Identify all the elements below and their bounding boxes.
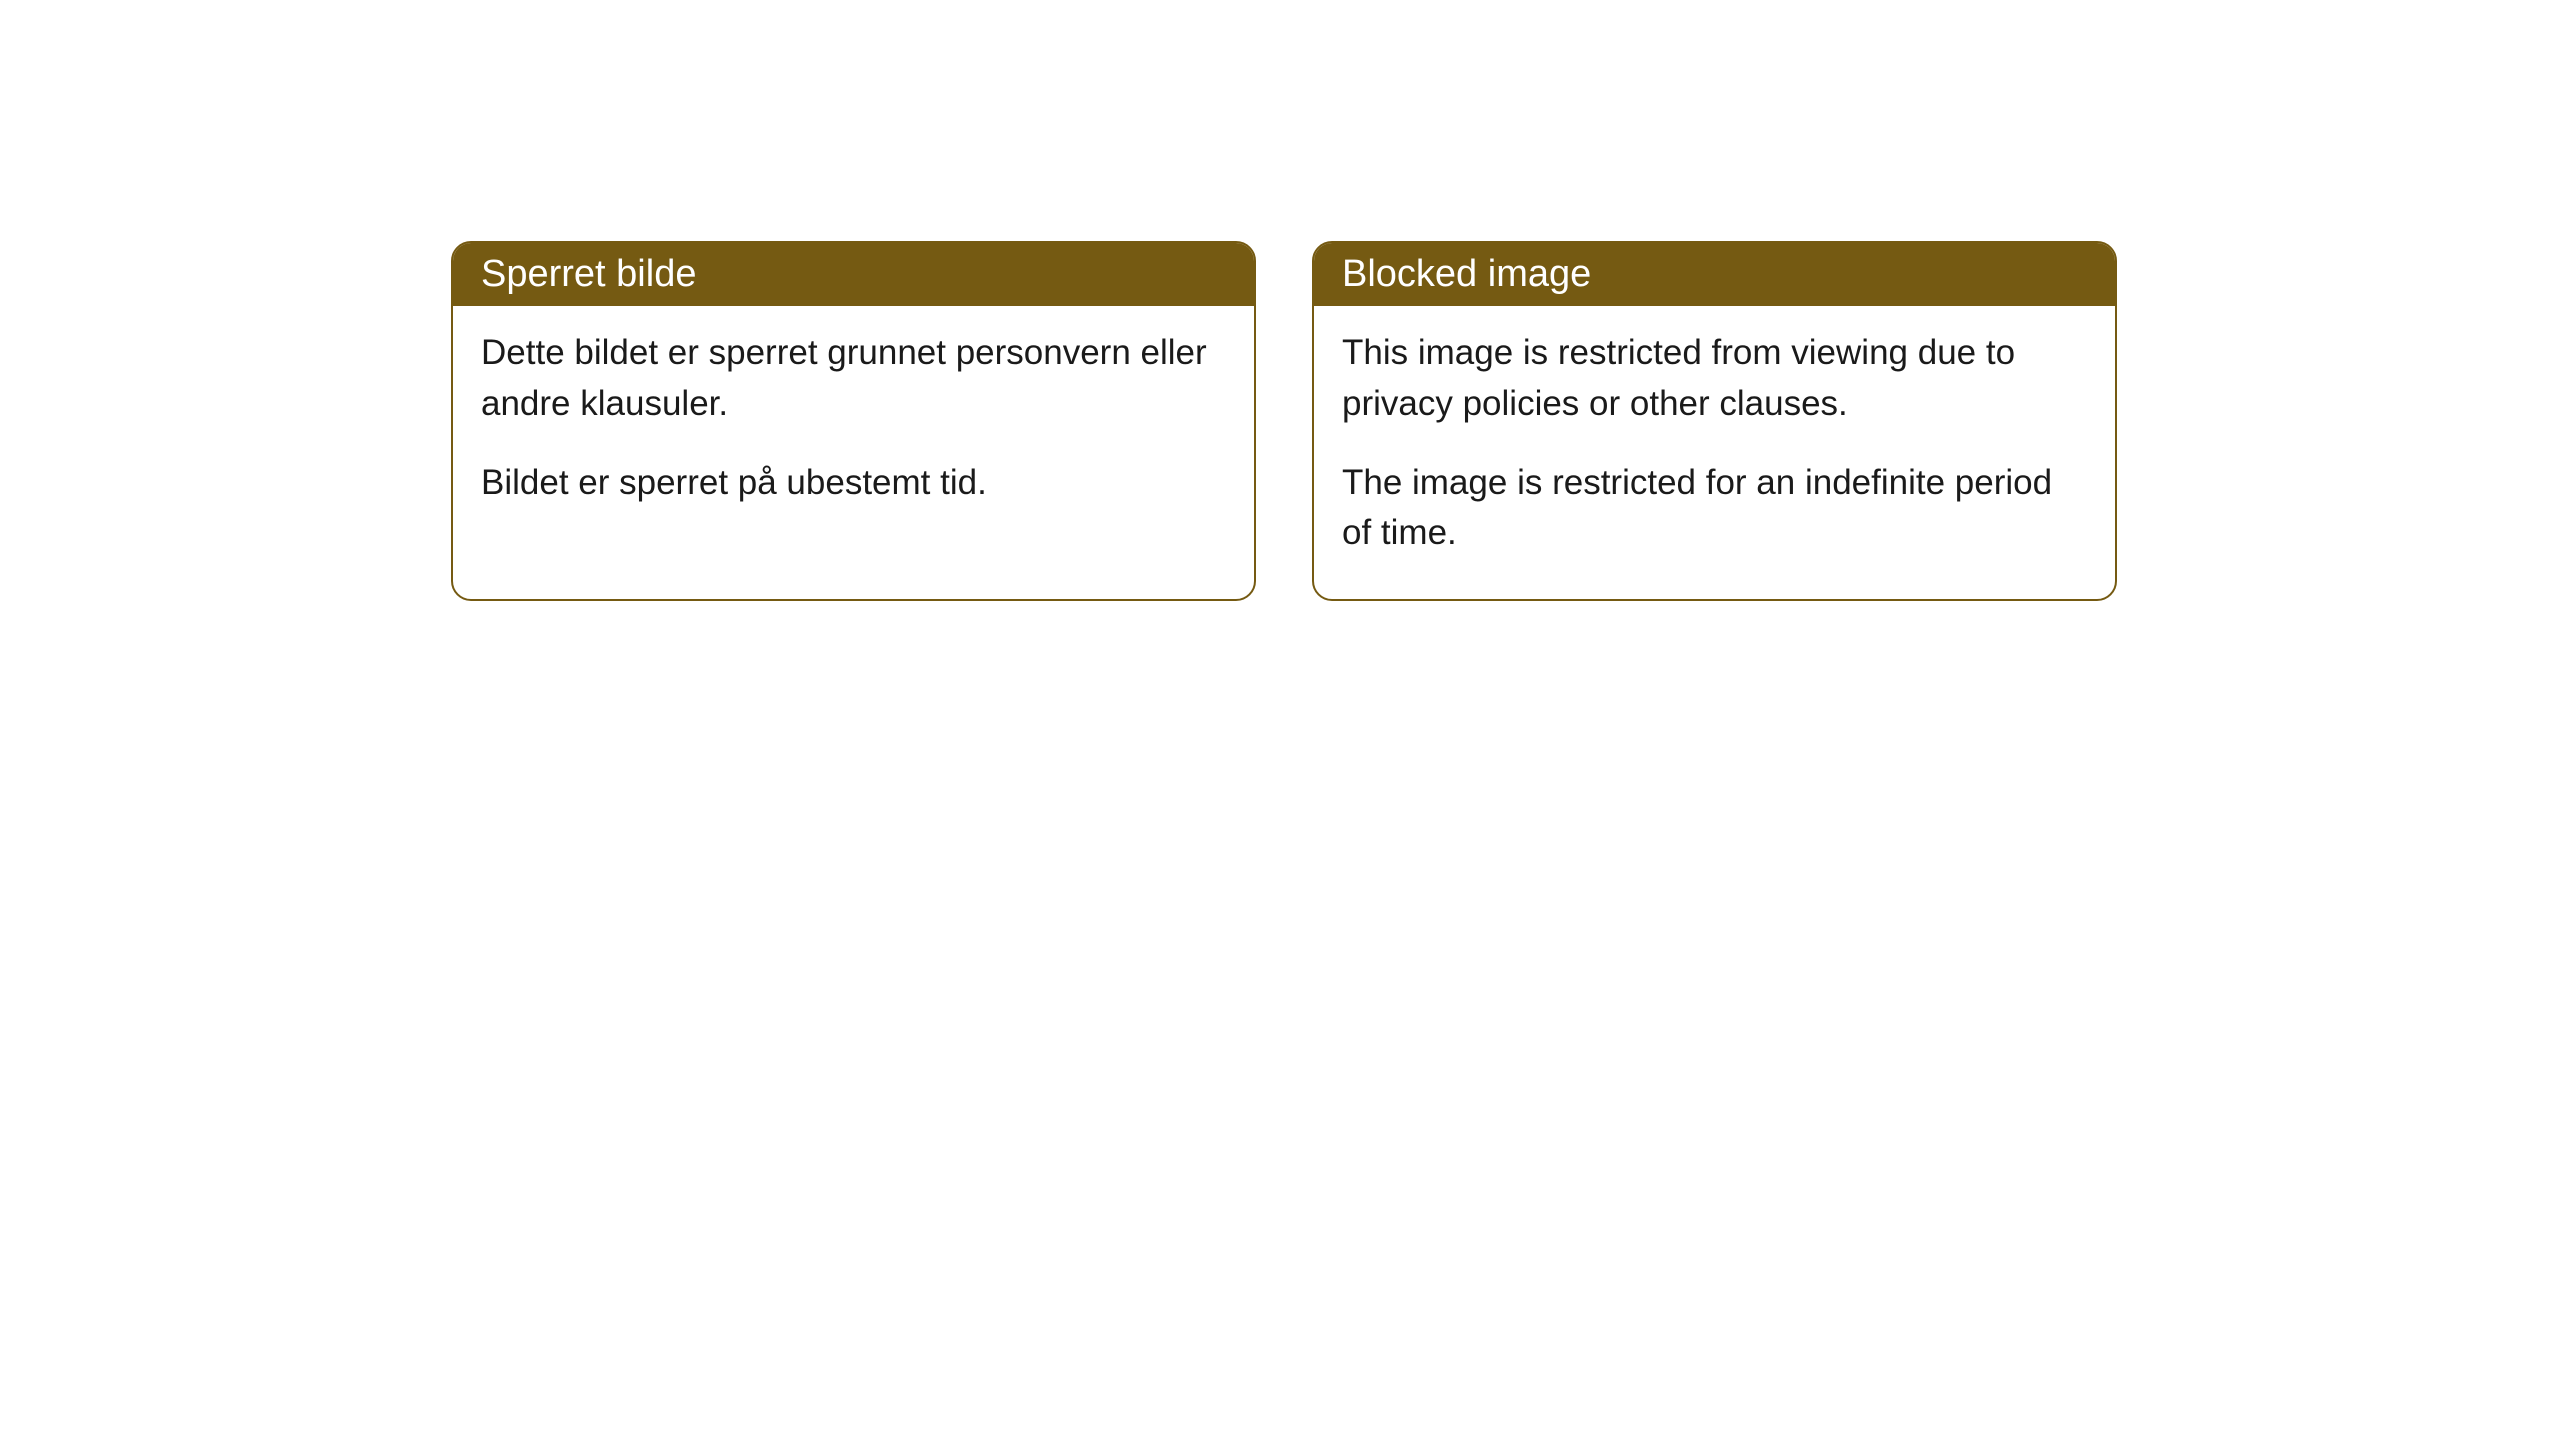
- card-title: Sperret bilde: [453, 243, 1254, 306]
- card-paragraph: Bildet er sperret på ubestemt tid.: [481, 458, 1226, 509]
- card-body: Dette bildet er sperret grunnet personve…: [453, 306, 1254, 548]
- blocked-image-card-norwegian: Sperret bilde Dette bildet er sperret gr…: [451, 241, 1256, 601]
- card-paragraph: This image is restricted from viewing du…: [1342, 328, 2087, 430]
- blocked-image-card-english: Blocked image This image is restricted f…: [1312, 241, 2117, 601]
- card-title: Blocked image: [1314, 243, 2115, 306]
- card-paragraph: Dette bildet er sperret grunnet personve…: [481, 328, 1226, 430]
- card-body: This image is restricted from viewing du…: [1314, 306, 2115, 599]
- card-paragraph: The image is restricted for an indefinit…: [1342, 458, 2087, 560]
- notice-cards-container: Sperret bilde Dette bildet er sperret gr…: [451, 241, 2117, 601]
